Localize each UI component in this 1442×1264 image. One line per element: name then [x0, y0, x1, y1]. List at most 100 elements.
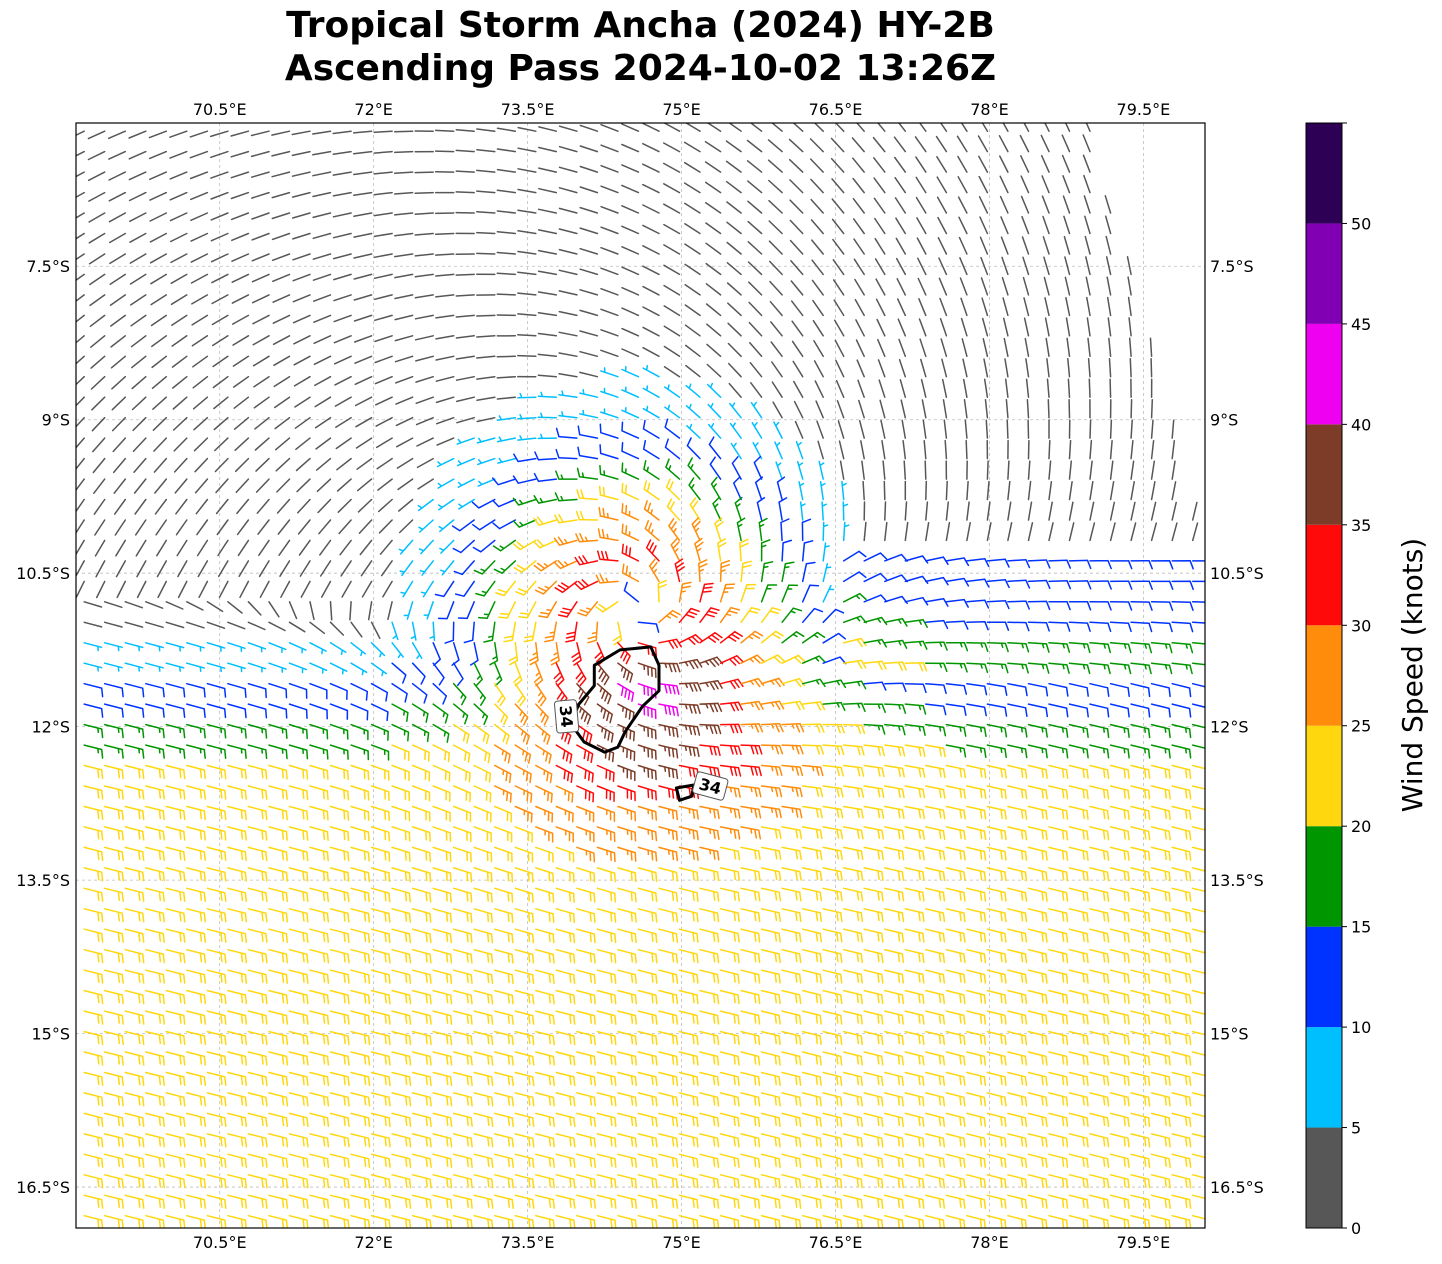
wind-barb [277, 519, 291, 535]
wind-barb [358, 519, 373, 534]
wind-barb [370, 1112, 391, 1128]
wind-barb [945, 662, 968, 673]
wind-barb [884, 826, 905, 840]
wind-barb [206, 928, 227, 943]
wind-barb [1130, 501, 1136, 521]
wind-barb [1109, 1071, 1130, 1087]
wind-barb [621, 184, 640, 194]
wind-barb [1064, 256, 1071, 276]
wind-barb [476, 335, 496, 338]
wind-barb [740, 1051, 761, 1066]
wind-barb [1089, 601, 1112, 611]
wind-barb [489, 642, 499, 666]
wind-barb [514, 948, 535, 964]
wind-barb [637, 826, 658, 842]
wind-barb [1048, 662, 1070, 674]
wind-barb [740, 744, 763, 755]
wind-barb [986, 969, 1007, 984]
wind-barb [186, 621, 205, 629]
wind-barb [621, 143, 640, 153]
lat-tick-label-left: 16.5°S [16, 1178, 70, 1197]
wind-barb [1068, 580, 1092, 590]
wind-barb [740, 867, 761, 881]
wind-barb [296, 478, 311, 493]
wind-barb [986, 744, 1007, 759]
wind-barb [165, 764, 186, 780]
wind-barb [768, 199, 783, 214]
wind-barb [494, 1174, 514, 1189]
wind-barb [719, 1030, 740, 1046]
wind-barb [579, 268, 599, 276]
wind-barb [884, 1133, 904, 1148]
wind-barb [473, 764, 492, 783]
wind-barb [113, 478, 127, 494]
wind-barb [370, 1174, 391, 1189]
wind-barb [706, 343, 722, 358]
wind-barb [822, 584, 835, 603]
wind-barb [111, 375, 127, 390]
wind-barb [801, 655, 826, 664]
wind-barb [986, 1030, 1007, 1046]
wind-barb [393, 212, 414, 216]
wind-barb [108, 150, 127, 160]
wind-barb [370, 621, 381, 640]
wind-barb [1088, 378, 1091, 398]
wind-barb [555, 948, 576, 964]
wind-barb [555, 448, 578, 460]
wind-barb [288, 1010, 309, 1025]
wind-barb [1068, 805, 1089, 820]
wind-barb [863, 744, 885, 757]
lon-tick-label-top: 78°E [970, 100, 1008, 119]
wind-barb [576, 467, 599, 480]
wind-barb [986, 599, 1010, 610]
wind-barb [986, 948, 1007, 964]
wind-barb [1104, 215, 1112, 235]
wind-barb [925, 556, 949, 566]
wind-barb [904, 501, 908, 521]
wind-barb [169, 130, 188, 138]
wind-barb [1191, 1010, 1205, 1015]
wind-barb [193, 437, 209, 452]
lon-tick-label-bottom: 73.5°E [501, 1233, 555, 1252]
wind-barb [685, 403, 701, 419]
wind-barb [621, 286, 640, 296]
wind-barb [600, 267, 619, 276]
wind-barb [684, 202, 701, 214]
wind-barb [391, 621, 399, 641]
wind-barb [555, 887, 575, 903]
wind-barb [206, 867, 227, 882]
wind-barb [558, 290, 578, 296]
wind-barb [312, 191, 332, 198]
wind-barb [312, 130, 332, 135]
wind-barb [842, 1071, 863, 1087]
wind-barb [247, 744, 268, 760]
wind-barb [977, 135, 989, 153]
wind-barb [1129, 358, 1132, 378]
wind-barb [961, 338, 968, 358]
wind-barb [801, 584, 820, 603]
wind-barb [801, 744, 825, 755]
wind-barb [842, 989, 863, 1005]
wind-barb [124, 744, 145, 759]
wind-barb [986, 501, 991, 521]
wind-barb [1068, 764, 1089, 779]
wind-barb [617, 662, 634, 683]
wind-barb [288, 1214, 309, 1228]
wind-barb [790, 260, 804, 276]
wind-barb [1171, 703, 1192, 718]
wind-barb [473, 560, 496, 575]
wind-barb [399, 560, 414, 577]
wind-barb [496, 210, 517, 214]
wind-barb [206, 682, 227, 698]
wind-barb [1150, 560, 1174, 570]
wind-barb [494, 928, 514, 944]
wind-barb [945, 1010, 966, 1025]
wind-barb [312, 171, 332, 177]
wind-barb [678, 948, 699, 964]
wind-barb [884, 1153, 904, 1168]
wind-barb [958, 216, 968, 235]
wind-barb [1130, 621, 1153, 633]
wind-barb [1089, 439, 1093, 460]
wind-barb [925, 1194, 946, 1209]
wind-barb [1150, 1051, 1171, 1066]
